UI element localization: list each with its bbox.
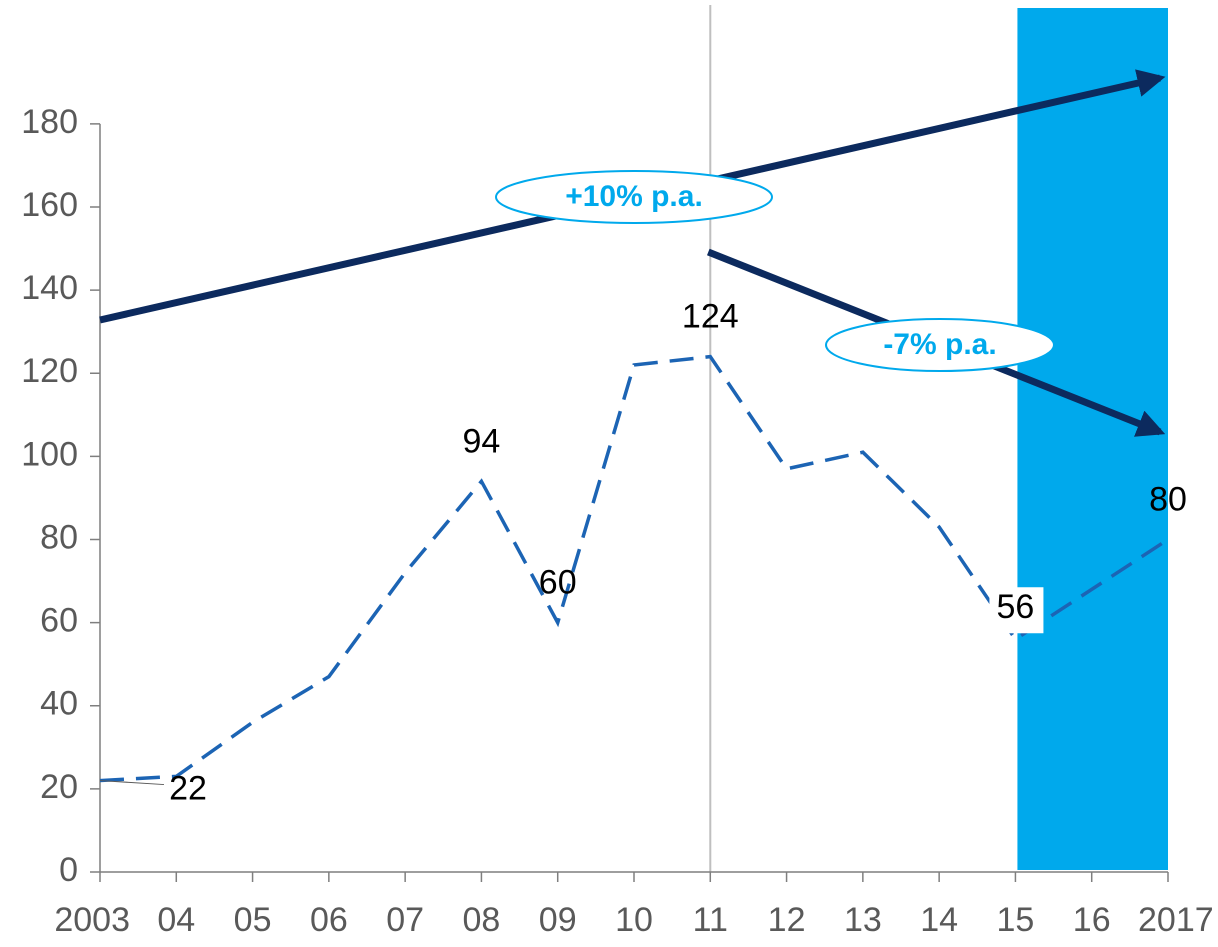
y-tick-label: 40 [40, 685, 78, 723]
annotation: +10% p.a. [565, 180, 703, 213]
y-tick-label: 120 [21, 352, 78, 390]
x-tick-label: 16 [1073, 901, 1111, 939]
x-tick-label: 14 [920, 901, 958, 939]
annotation-bubble [825, 318, 1055, 372]
x-tick-label: 2017 [1138, 901, 1214, 939]
y-tick-label: 80 [40, 518, 78, 556]
data-label: 124 [682, 298, 739, 336]
x-tick-label: 04 [157, 901, 195, 939]
y-tick-label: 140 [21, 269, 78, 307]
y-tick-label: 100 [21, 435, 78, 473]
y-tick-label: 180 [21, 103, 78, 141]
data-label: 56 [997, 588, 1035, 626]
y-tick-label: 20 [40, 768, 78, 806]
x-tick-label: 09 [539, 901, 577, 939]
annotation-bubble [495, 170, 773, 224]
x-tick-label: 11 [693, 901, 728, 939]
leader-line [99, 780, 165, 786]
x-tick-label: 13 [844, 901, 882, 939]
x-tick-label: 07 [386, 901, 424, 939]
forecast-region [1017, 8, 1168, 870]
x-tick-label: 12 [768, 901, 806, 939]
data-label: 80 [1149, 480, 1187, 518]
y-tick-label: 0 [59, 851, 78, 889]
x-tick-label: 10 [615, 901, 653, 939]
annotation: -7% p.a. [883, 328, 996, 361]
data-label: 22 [169, 770, 207, 808]
data-line [99, 354, 1169, 783]
x-tick-label: 15 [997, 901, 1035, 939]
x-tick-label: 08 [463, 901, 501, 939]
label-bg [989, 587, 1044, 634]
y-tick-label: 160 [21, 186, 78, 224]
y-tick-label: 60 [40, 602, 78, 640]
x-tick-label: 06 [310, 901, 348, 939]
x-tick-label: 05 [234, 901, 272, 939]
data-label: 94 [463, 422, 501, 460]
data-label: 60 [539, 564, 577, 602]
x-tick-label: 2003 [54, 901, 130, 939]
